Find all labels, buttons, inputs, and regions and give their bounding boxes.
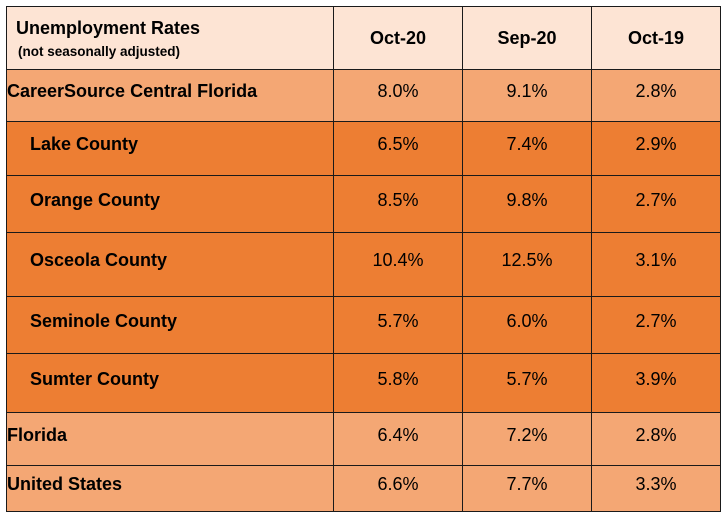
row-label: Osceola County <box>30 250 168 270</box>
table-row: Orange County 8.5% 9.8% 2.7% <box>6 175 721 233</box>
cell-value: 5.7% <box>506 368 548 389</box>
table-row: Seminole County 5.7% 6.0% 2.7% <box>6 296 721 354</box>
unemployment-rates-table: Unemployment Rates (not seasonally adjus… <box>6 6 721 512</box>
cell-value: 5.8% <box>377 368 419 389</box>
table-row: Sumter County 5.8% 5.7% 3.9% <box>6 353 721 413</box>
header-row: Unemployment Rates (not seasonally adjus… <box>6 6 721 70</box>
cell-value: 8.5% <box>377 189 419 210</box>
column-header: Sep-20 <box>462 6 592 70</box>
cell-value: 6.0% <box>506 310 548 331</box>
cell-value: 2.7% <box>635 310 677 331</box>
cell-value: 10.4% <box>372 250 424 270</box>
cell-value: 7.2% <box>506 424 548 445</box>
table-subtitle: (not seasonally adjusted) <box>18 43 181 59</box>
cell-value: 2.8% <box>635 424 677 445</box>
table-row: Florida 6.4% 7.2% 2.8% <box>6 412 721 466</box>
row-label: Seminole County <box>30 310 178 331</box>
cell-value: 6.4% <box>377 424 419 445</box>
cell-value: 8.0% <box>377 81 419 101</box>
cell-value: 3.1% <box>635 250 677 270</box>
column-header: Oct-20 <box>333 6 463 70</box>
row-label: United States <box>7 474 123 494</box>
cell-value: 7.4% <box>506 134 548 154</box>
row-label: Orange County <box>30 189 161 210</box>
table-row: Lake County 6.5% 7.4% 2.9% <box>6 121 721 176</box>
cell-value: 6.6% <box>377 474 419 494</box>
cell-value: 9.1% <box>506 81 548 101</box>
cell-value: 6.5% <box>377 134 419 154</box>
cell-value: 2.7% <box>635 189 677 210</box>
row-label: CareerSource Central Florida <box>7 81 258 101</box>
cell-value: 5.7% <box>377 310 419 331</box>
row-label: Lake County <box>30 134 139 154</box>
column-header: Oct-19 <box>591 6 721 70</box>
cell-value: 3.9% <box>635 368 677 389</box>
cell-value: 7.7% <box>506 474 548 494</box>
table-title: Unemployment Rates <box>16 17 201 38</box>
cell-value: 2.8% <box>635 81 677 101</box>
row-label: Sumter County <box>30 368 160 389</box>
table-title-cell: Unemployment Rates (not seasonally adjus… <box>6 6 334 70</box>
cell-value: 2.9% <box>635 134 677 154</box>
row-label: Florida <box>7 424 68 445</box>
table-row: Osceola County 10.4% 12.5% 3.1% <box>6 232 721 297</box>
cell-value: 3.3% <box>635 474 677 494</box>
cell-value: 12.5% <box>501 250 553 270</box>
table-row: United States 6.6% 7.7% 3.3% <box>6 465 721 512</box>
cell-value: 9.8% <box>506 189 548 210</box>
table-row: CareerSource Central Florida 8.0% 9.1% 2… <box>6 69 721 122</box>
